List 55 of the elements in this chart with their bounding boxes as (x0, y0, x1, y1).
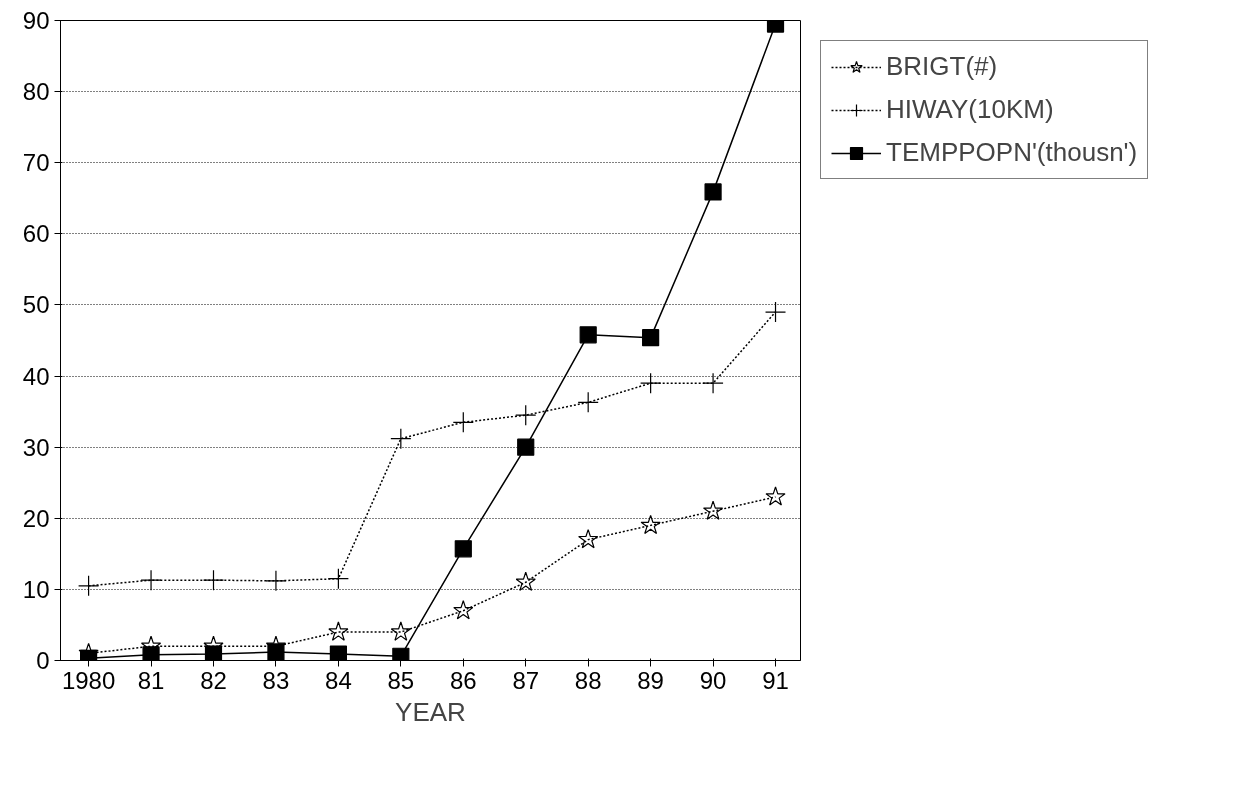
point (579, 326, 597, 344)
y-tick-label: 10 (22, 575, 50, 603)
point (142, 646, 160, 661)
x-tick-label: 81 (137, 666, 165, 694)
point (702, 500, 724, 520)
legend-label: TEMPPOPN'(thousn') (886, 137, 1138, 168)
y-tick-label: 80 (22, 78, 50, 106)
point (454, 540, 472, 558)
y-tick-label: 0 (36, 647, 50, 674)
point (267, 643, 285, 661)
point (640, 514, 661, 535)
point (329, 645, 347, 661)
x-tick-label: 87 (512, 666, 540, 694)
point (78, 575, 100, 597)
y-tick-label: 60 (22, 220, 50, 248)
point (515, 404, 537, 426)
point (578, 529, 599, 549)
y-tick-label: 70 (22, 149, 50, 177)
x-tick-label: 86 (449, 666, 477, 694)
point (327, 568, 349, 590)
x-tick-label: 90 (699, 666, 727, 694)
point (702, 372, 724, 394)
point (328, 621, 349, 641)
y-tick-label: 20 (22, 504, 50, 532)
y-tick-label: 40 (22, 362, 50, 390)
x-tick-label: 85 (387, 666, 415, 694)
point (640, 372, 662, 394)
point (390, 621, 411, 641)
x-axis-title: YEAR (395, 696, 466, 727)
point (577, 391, 599, 413)
point (764, 301, 787, 323)
point (265, 570, 287, 592)
x-tick-label: 91 (762, 666, 789, 694)
x-tick-label: 83 (262, 666, 290, 694)
x-tick-label: 1980 (61, 666, 116, 694)
point (453, 600, 474, 620)
point (140, 569, 162, 591)
y-tick-label: 50 (22, 291, 50, 319)
x-tick-label: 89 (637, 666, 664, 694)
point (704, 183, 722, 201)
point (452, 411, 474, 433)
point (765, 486, 786, 506)
y-tick-label: 30 (22, 433, 50, 461)
point (517, 438, 535, 456)
legend-label: HIWAY(10KM) (886, 94, 1054, 125)
point (515, 571, 536, 591)
point (390, 428, 412, 450)
x-tick-label: 82 (200, 666, 227, 694)
y-tick-label: 90 (22, 7, 50, 34)
point (202, 569, 225, 591)
x-tick-label: 88 (574, 666, 602, 694)
point (204, 645, 223, 661)
point (642, 329, 660, 347)
x-tick-label: 84 (325, 666, 352, 694)
legend-label: BRIGT(#) (886, 51, 998, 82)
